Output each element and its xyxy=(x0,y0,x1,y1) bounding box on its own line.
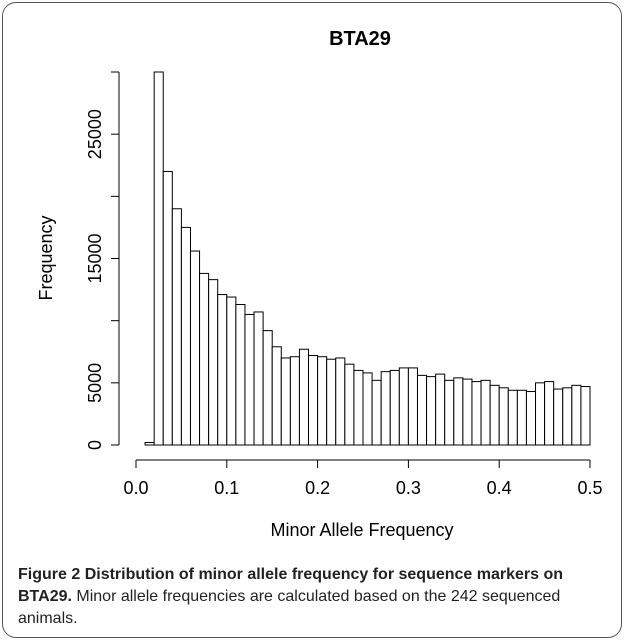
histogram-bar xyxy=(262,330,273,446)
histogram-bar xyxy=(153,71,164,446)
y-axis-label: Frequency xyxy=(36,215,56,300)
histogram-bar xyxy=(535,382,546,446)
figure-caption-body: Minor allele frequencies are calculated … xyxy=(18,588,561,627)
histogram-bar xyxy=(489,384,500,446)
x-tick-label: 0.4 xyxy=(487,478,512,498)
histogram-bar xyxy=(199,272,210,446)
histogram-bar xyxy=(335,357,346,446)
histogram-bar xyxy=(180,226,191,446)
histogram-bar xyxy=(235,304,246,446)
histogram-chart: BTA29 Minor Allele Frequency Frequency 0… xyxy=(36,28,603,540)
histogram-bar xyxy=(407,367,418,446)
histogram-bar xyxy=(580,386,591,446)
histogram-bar xyxy=(171,208,182,446)
histogram-bar xyxy=(280,357,291,446)
y-tick-label: 25000 xyxy=(85,109,105,159)
histogram-bar xyxy=(435,373,446,446)
x-axis: 0.0 0.1 0.2 0.3 0.4 0.5 xyxy=(123,459,603,498)
histogram-bar xyxy=(144,442,155,446)
histogram-bar xyxy=(426,376,437,446)
histogram-bar xyxy=(289,356,300,446)
histogram-bar xyxy=(208,279,219,446)
histogram-bar xyxy=(317,356,328,446)
x-tick-label: 0.1 xyxy=(214,478,239,498)
histogram-bar xyxy=(380,371,391,446)
y-tick-label: 5000 xyxy=(85,363,105,403)
histogram-bar xyxy=(480,379,491,446)
figure-caption: Figure 2 Distribution of minor allele fr… xyxy=(18,564,608,630)
x-tick-label: 0.3 xyxy=(396,478,421,498)
histogram-bar xyxy=(253,311,264,446)
histogram-bar xyxy=(444,379,455,446)
histogram-bar xyxy=(553,388,564,446)
histogram-bar xyxy=(308,354,319,446)
histogram-bar xyxy=(562,387,573,446)
y-tick-label: 0 xyxy=(85,440,105,450)
x-tick-label: 0.0 xyxy=(123,478,148,498)
histogram-bar xyxy=(471,381,482,446)
histogram-bar xyxy=(525,391,537,446)
histogram-bar xyxy=(217,294,228,446)
histogram-bar xyxy=(498,387,509,446)
histogram-bar xyxy=(462,378,473,446)
histogram-bar xyxy=(398,367,409,446)
histogram-bar xyxy=(544,381,555,446)
y-axis: 0 5000 15000 25000 xyxy=(85,71,120,450)
histogram-bar xyxy=(371,379,382,446)
histogram-bar xyxy=(453,377,464,446)
histogram-bar xyxy=(189,250,201,446)
figure-label: Figure 2 xyxy=(18,566,81,583)
histogram-bar xyxy=(244,313,255,446)
histogram-bar xyxy=(271,346,282,446)
histogram-bar xyxy=(362,372,373,446)
x-tick-label: 0.5 xyxy=(577,478,602,498)
histogram-bar xyxy=(507,389,518,446)
histogram-bar xyxy=(326,358,337,446)
x-axis-label: Minor Allele Frequency xyxy=(270,520,453,540)
histogram-bar xyxy=(516,389,527,446)
x-tick-label: 0.2 xyxy=(305,478,330,498)
histogram-bar xyxy=(298,348,310,446)
histogram-bar xyxy=(571,384,582,446)
chart-title: BTA29 xyxy=(329,28,391,50)
histogram-bar xyxy=(226,296,237,446)
histogram-bar xyxy=(389,369,400,446)
y-tick-label: 15000 xyxy=(85,233,105,283)
figure-frame xyxy=(2,2,622,638)
histogram-bar xyxy=(416,374,428,446)
histogram-bar xyxy=(344,363,355,446)
histogram-bar xyxy=(353,369,364,446)
figure-title: Distribution of minor allele frequency f… xyxy=(18,566,564,605)
histogram-bar xyxy=(162,170,173,446)
histogram-bars xyxy=(144,71,591,446)
